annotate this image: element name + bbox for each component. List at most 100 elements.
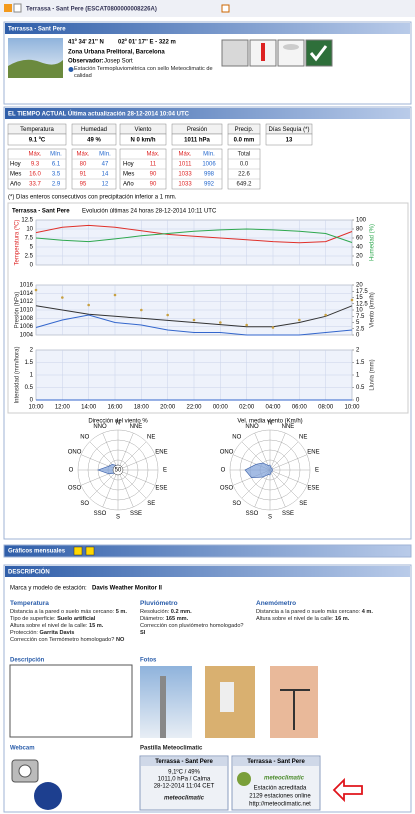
spoke	[254, 469, 271, 508]
rss-icon	[4, 4, 12, 12]
row-value: 90	[150, 172, 157, 178]
x-tick-label: 04:00	[265, 405, 281, 411]
column-header: Viento	[135, 127, 153, 133]
monthly-button[interactable]	[73, 546, 83, 556]
spoke	[269, 469, 299, 499]
subheader: Máx.	[146, 152, 159, 158]
item-label: Altura sobre el nivel de la calle:	[10, 623, 88, 629]
badge-brand: meteoclimatic	[164, 796, 205, 802]
label: 02º 01' 17'' E - 322 m	[118, 40, 176, 46]
spoke	[254, 432, 271, 471]
monthly-button[interactable]	[85, 546, 95, 556]
item-value: 165 mm.	[165, 616, 189, 622]
row-value: 33.7	[29, 182, 41, 188]
series-line	[35, 314, 353, 336]
y2-tick-label: 80	[356, 227, 363, 233]
description-item: Diámetro: 165 mm.	[140, 616, 250, 623]
calm-label: 50	[115, 468, 122, 474]
row-value: 95	[80, 182, 87, 188]
badge-line: 28-12-2014 11:04 CET	[154, 784, 215, 790]
label: Pastilla Meteoclimatic	[140, 746, 203, 752]
current-value: 49 %	[87, 138, 101, 144]
column-header: Temperatura	[20, 127, 54, 133]
item-value: Garrita Davis	[39, 630, 75, 636]
direction-label: NE	[147, 434, 155, 440]
panel-title: Terrassa - Sant Pere	[8, 27, 66, 33]
cell	[119, 133, 167, 146]
spoke	[117, 432, 134, 471]
direction-label: NNO	[93, 424, 107, 430]
panel-title: DESCRIPCIÓN	[8, 568, 50, 576]
arrow	[332, 777, 363, 803]
direction-label: ENE	[307, 450, 319, 456]
item-value: SI	[140, 630, 146, 636]
spoke	[269, 454, 308, 471]
description-column: Temperatura Distancia a la pared o suelo …	[10, 600, 135, 644]
gust-dot	[245, 323, 248, 327]
panel-title-bar	[5, 108, 410, 119]
spoke	[269, 469, 286, 508]
subheader: Mín.	[203, 152, 215, 158]
row-value: 1033	[178, 172, 192, 178]
y2-tick-label: 20	[356, 283, 363, 289]
row-label: Mes	[123, 172, 134, 178]
gust-dot	[298, 318, 301, 322]
header-icon	[221, 4, 230, 13]
row-value: 6.1	[52, 162, 61, 168]
row-label: Año	[10, 182, 21, 188]
station-icon	[277, 39, 305, 67]
label: Descripción	[10, 658, 45, 664]
y2-tick-label: 0	[356, 398, 360, 404]
spoke	[269, 469, 308, 486]
panel-box	[3, 21, 412, 105]
doc-icon	[13, 3, 22, 13]
y-tick-label: 1.5	[25, 360, 34, 366]
row-value: 998	[204, 172, 215, 178]
panel-title-bar	[5, 566, 410, 577]
direction-label: ESE	[307, 486, 319, 492]
row-value: 47	[102, 162, 109, 168]
badge-line: 1011,0 hPa / Calma	[158, 777, 211, 783]
direction-label: ONO	[68, 450, 82, 456]
description-item: Altura sobre el nivel de la calle: 16 m.	[256, 616, 406, 623]
description-box	[9, 664, 133, 738]
label: Josep Sort	[104, 59, 133, 65]
x-tick-label: 12:00	[55, 405, 71, 411]
chart-subtitle: Evolución últimas 24 horas 28-12-2014 10…	[82, 209, 217, 215]
y2-tick-label: 100	[356, 218, 367, 224]
item-value: 15 m.	[89, 623, 104, 629]
y-tick-label: 1012	[20, 299, 34, 305]
row-value: 3.5	[52, 172, 61, 178]
y-tick-label: 1014	[20, 291, 34, 297]
webcam-lens	[18, 764, 32, 778]
column-header: Precip.	[235, 127, 254, 133]
series-line	[35, 228, 353, 243]
subheader: Total	[238, 152, 251, 158]
current-value: 13	[286, 138, 293, 144]
y-tick-label: 0	[30, 398, 34, 404]
row-label: Hoy	[123, 162, 134, 168]
y2-tick-label: 17.5	[356, 289, 368, 295]
x-tick-label: 18:00	[134, 405, 150, 411]
current-value: 1011 hPa	[184, 138, 210, 144]
description-column: Anemómetro Distancia a la pared o suelo m…	[256, 600, 406, 623]
description-item: Protección: Garrita Davis	[10, 630, 135, 637]
gust-dot	[324, 313, 327, 317]
direction-label: E	[163, 468, 167, 474]
x-tick-label: 22:00	[186, 405, 202, 411]
row-value: 22.6	[238, 172, 250, 178]
gust-dot	[34, 288, 38, 292]
row-value: 80	[80, 162, 87, 168]
direction-label: S	[116, 515, 120, 521]
y2-tick-label: 0.5	[356, 385, 365, 391]
x-tick-label: 08:00	[318, 405, 334, 411]
y2-tick-label: 60	[356, 236, 363, 242]
description-item: Tipo de superficie: Suelo artificial	[10, 616, 135, 623]
gust-dot	[350, 298, 354, 302]
station-photo-hills	[8, 59, 63, 78]
x-tick-label: 02:00	[239, 405, 255, 411]
y2-axis-label: Humedad (%)	[370, 224, 376, 261]
panel-title-bar	[5, 23, 410, 34]
description-item: Corrección con pluviómetro homologado? S…	[140, 623, 250, 637]
description-item: Distancia a la pared o suelo más cercano…	[10, 609, 135, 616]
